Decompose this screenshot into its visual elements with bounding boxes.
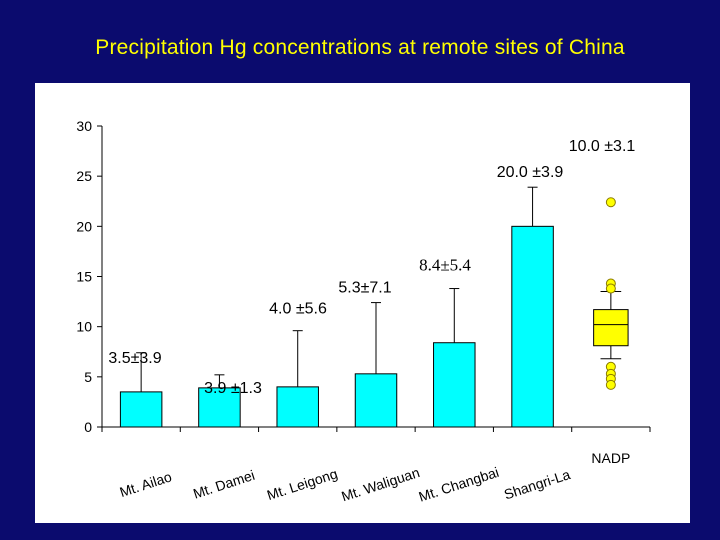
bar-annotation: 4.0 ±5.6 <box>269 301 327 318</box>
plot-panel: 0 5 10 15 20 25 30 Mt. Ailao Mt. Damei Mt. Leigon… <box>35 83 690 523</box>
x-category-label: Mt. Waliguan <box>339 464 421 504</box>
bar <box>354 373 398 428</box>
bar-annotation: 3.5±3.9 <box>108 350 161 367</box>
y-tick-label: 20 <box>76 218 92 234</box>
bar <box>119 391 163 428</box>
bar <box>198 387 241 428</box>
bar <box>276 386 319 428</box>
y-tick-label: 0 <box>84 419 92 435</box>
x-category-label: Mt. Changbai <box>417 464 501 505</box>
x-category-label: NADP <box>591 450 630 466</box>
bar <box>433 342 476 428</box>
x-category-label: Mt. Ailao <box>118 468 174 500</box>
box-outlier <box>605 197 616 208</box>
bar-annotation: 20.0 ±3.9 <box>497 164 564 181</box>
bar-annotation: 5.3±7.1 <box>338 280 391 297</box>
y-tick-label: 10 <box>76 319 92 335</box>
box-outlier <box>605 379 616 390</box>
x-category-label: Mt. Damei <box>191 467 257 502</box>
bar-annotation: 8.4±5.4 <box>419 255 471 274</box>
y-tick-label: 5 <box>84 369 92 385</box>
y-tick-label: 25 <box>76 168 92 184</box>
bar-chart: 0 5 10 15 20 25 30 Mt. Ailao Mt. Damei Mt. Leigon… <box>76 118 651 505</box>
bar-annotation: 3.9 ±1.3 <box>204 380 262 397</box>
y-tick-label: 30 <box>76 118 92 134</box>
box-annotation: 10.0 ±3.1 <box>569 138 636 155</box>
box <box>593 309 629 347</box>
x-category-label: Shangri-La <box>502 466 572 502</box>
bar <box>511 225 554 428</box>
y-tick-label: 15 <box>76 269 92 285</box>
slide-title: Precipitation Hg concentrations at remot… <box>95 36 625 59</box>
x-category-label: Mt. Leigong <box>265 465 340 503</box>
box-outlier <box>605 283 616 294</box>
